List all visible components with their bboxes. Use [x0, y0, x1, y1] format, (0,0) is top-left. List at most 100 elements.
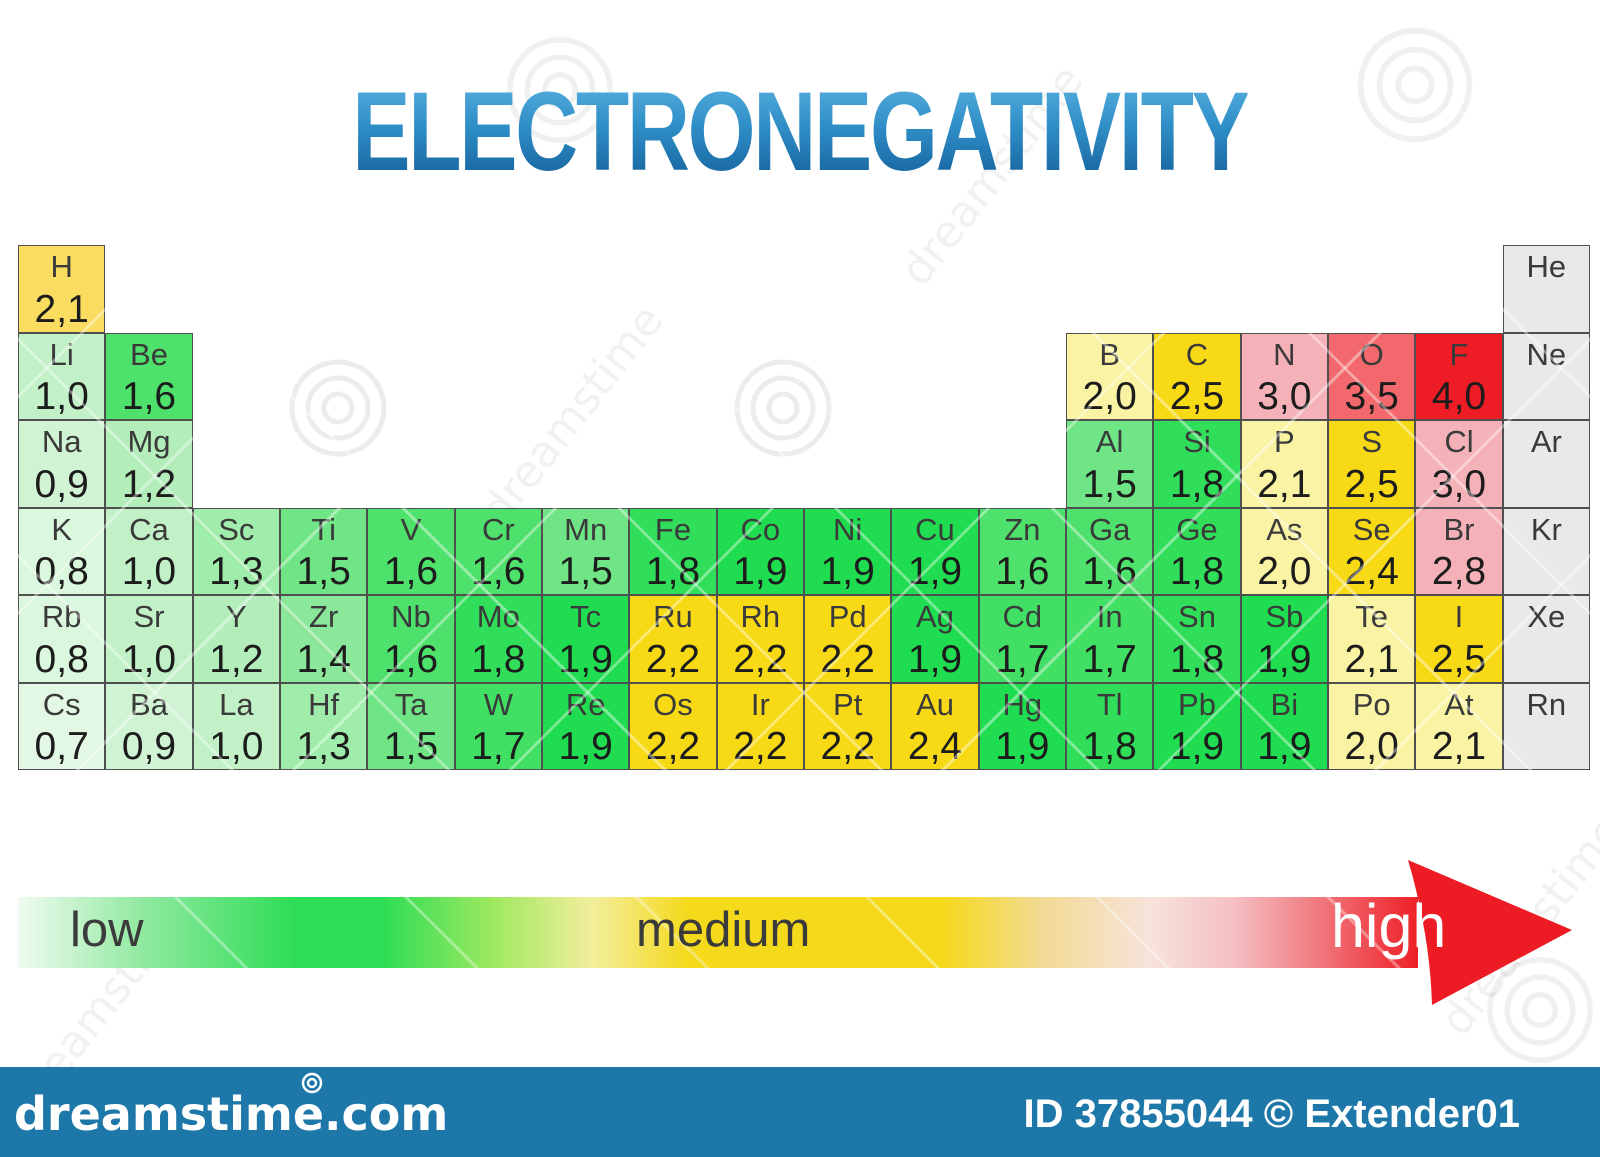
- element-value: 1,7: [471, 725, 526, 768]
- element-value: 2,2: [645, 725, 701, 768]
- element-value: 0,8: [34, 550, 89, 593]
- element-cell-br: Br 2,8: [1415, 507, 1503, 595]
- element-symbol: H: [50, 249, 73, 284]
- element-symbol: Ti: [311, 511, 336, 547]
- element-value: 1,2: [121, 462, 177, 506]
- element-value: 1,9: [907, 550, 963, 593]
- element-value: 1,8: [645, 550, 701, 593]
- element-symbol: C: [1185, 336, 1209, 372]
- element-symbol: Fe: [654, 511, 692, 547]
- element-symbol: V: [400, 511, 422, 547]
- element-symbol: Ar: [1530, 424, 1562, 459]
- element-symbol: Cs: [42, 686, 81, 722]
- element-symbol: B: [1099, 336, 1120, 372]
- element-symbol: Mg: [127, 424, 171, 459]
- element-symbol: Po: [1352, 686, 1391, 722]
- element-cell-o: O 3,5: [1328, 332, 1416, 420]
- element-symbol: Rb: [41, 599, 82, 634]
- element-value: 1,9: [558, 637, 613, 681]
- element-cell-ca: Ca 1,0: [105, 507, 193, 595]
- element-cell-sb: Sb 1,9: [1240, 595, 1328, 683]
- element-value: 1,3: [296, 725, 351, 768]
- element-value: 1,5: [296, 550, 351, 593]
- element-symbol: K: [51, 511, 72, 547]
- element-cell-pt: Pt 2,2: [804, 682, 892, 770]
- element-value: 2,2: [820, 637, 875, 681]
- element-value: 1,9: [907, 637, 963, 681]
- element-cell-xe: Xe: [1502, 595, 1590, 683]
- element-symbol: F: [1449, 336, 1469, 372]
- element-cell-in: In 1,7: [1066, 595, 1154, 683]
- element-cell-rn: Rn: [1502, 682, 1590, 770]
- element-value: 1,8: [1169, 550, 1225, 593]
- element-symbol: Sb: [1265, 599, 1304, 634]
- legend-label-high: high: [1331, 892, 1447, 960]
- element-symbol: I: [1454, 599, 1464, 634]
- element-cell-ti: Ti 1,5: [280, 507, 368, 595]
- periodic-table: H 2,1 He Li 1,0 Be 1,6 B 2,0 C 2,5 N 3,0 O 3,5 F 4,0 Ne Na…: [18, 245, 1590, 770]
- element-symbol: Co: [740, 511, 781, 547]
- element-symbol: Pt: [833, 686, 863, 722]
- element-symbol: Si: [1183, 424, 1211, 459]
- element-symbol: At: [1444, 686, 1474, 722]
- element-cell-ne: Ne: [1502, 332, 1590, 420]
- element-symbol: Mn: [564, 511, 608, 547]
- element-cell-p: P 2,1: [1240, 420, 1328, 508]
- element-symbol: Nb: [391, 599, 431, 634]
- element-value: 2,8: [1431, 550, 1487, 593]
- element-cell-f: F 4,0: [1415, 332, 1503, 420]
- dreamstime-logo: dreamstime.com: [14, 1087, 449, 1141]
- element-symbol: Cl: [1444, 424, 1474, 459]
- element-symbol: Ir: [750, 686, 770, 722]
- element-symbol: Ga: [1088, 511, 1131, 547]
- element-cell-os: Os 2,2: [629, 682, 717, 770]
- element-cell-sc: Sc 1,3: [192, 507, 280, 595]
- element-symbol: P: [1273, 424, 1295, 459]
- element-symbol: Ta: [394, 686, 428, 722]
- element-symbol: S: [1361, 424, 1382, 459]
- element-symbol: Kr: [1530, 511, 1562, 547]
- element-cell-cd: Cd 1,7: [978, 595, 1066, 683]
- element-value: 1,0: [121, 550, 177, 593]
- element-cell-bi: Bi 1,9: [1240, 682, 1328, 770]
- element-value: 2,1: [1257, 462, 1312, 506]
- element-symbol: Na: [41, 424, 82, 459]
- element-value: 1,3: [209, 550, 264, 593]
- element-symbol: Rh: [740, 599, 781, 634]
- page-title: ELECTRONEGATIVITY: [352, 69, 1250, 194]
- element-symbol: Bi: [1270, 686, 1299, 722]
- element-value: 1,2: [209, 637, 264, 681]
- element-cell-pb: Pb 1,9: [1153, 682, 1241, 770]
- arrow-head-icon: [1408, 860, 1572, 1005]
- element-value: 2,2: [733, 637, 788, 681]
- element-cell-la: La 1,0: [192, 682, 280, 770]
- element-symbol: He: [1526, 249, 1567, 284]
- element-symbol: Hg: [1002, 686, 1043, 722]
- element-value: 1,5: [558, 550, 613, 593]
- element-cell-n: N 3,0: [1240, 332, 1328, 420]
- element-symbol: Rn: [1526, 686, 1567, 722]
- element-value: 2,2: [645, 637, 701, 681]
- element-symbol: Pb: [1178, 686, 1216, 722]
- element-value: 1,8: [471, 637, 526, 681]
- element-cell-ta: Ta 1,5: [367, 682, 455, 770]
- element-cell-ba: Ba 0,9: [105, 682, 193, 770]
- element-cell-al: Al 1,5: [1066, 420, 1154, 508]
- element-value: 2,0: [1082, 375, 1137, 418]
- element-cell-te: Te 2,1: [1328, 595, 1416, 683]
- element-cell-ar: Ar: [1502, 420, 1590, 508]
- element-value: 1,6: [383, 637, 439, 681]
- element-value: 3,5: [1344, 375, 1399, 418]
- element-cell-tc: Tc 1,9: [542, 595, 630, 683]
- element-cell-c: C 2,5: [1153, 332, 1241, 420]
- element-cell-ge: Ge 1,8: [1153, 507, 1241, 595]
- element-value: 1,9: [1257, 725, 1312, 768]
- element-cell-b: B 2,0: [1066, 332, 1154, 420]
- element-value: 1,6: [383, 550, 439, 593]
- element-cell-mn: Mn 1,5: [542, 507, 630, 595]
- element-symbol: Be: [130, 336, 168, 372]
- element-value: 1,6: [121, 375, 177, 418]
- element-symbol: Ba: [130, 686, 168, 722]
- element-cell-ir: Ir 2,2: [716, 682, 804, 770]
